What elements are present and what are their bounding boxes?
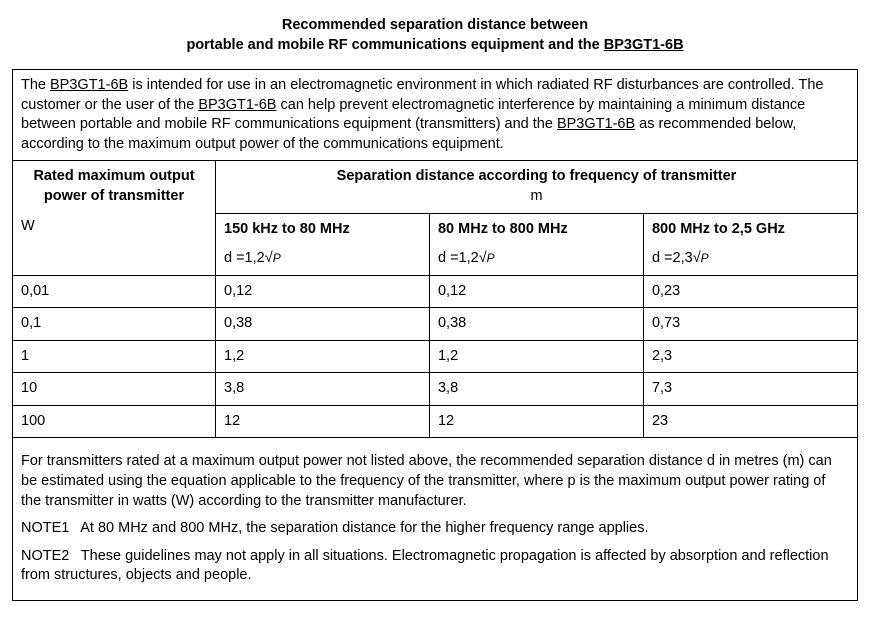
cell-d2: 0,12 [429,275,643,308]
cell-d3: 0,23 [643,275,857,308]
footer-note2: NOTE2 These guidelines may not apply in … [21,547,849,586]
cell-d1: 0,38 [216,308,430,341]
formula3-pre: d =2,3 [652,250,693,266]
cell-d1: 12 [216,405,430,438]
note1-label: NOTE1 [21,519,77,539]
hdr-freq1-range: 150 kHz to 80 MHz [224,220,421,240]
cell-d2: 12 [429,405,643,438]
cell-power: 10 [13,373,216,406]
cell-d2: 0,38 [429,308,643,341]
table-row: 0,01 0,12 0,12 0,23 [13,275,858,308]
intro-dev1: BP3GT1-6B [50,77,128,93]
cell-d2: 3,8 [429,373,643,406]
hdr-sep-unit: m [224,187,849,207]
cell-power: 100 [13,405,216,438]
title-line2-pre: portable and mobile RF communications eq… [186,37,603,53]
hdr-freq3-formula: d =2,3√P [652,249,849,269]
radical-3: √ [693,250,701,266]
footer-note1: NOTE1 At 80 MHz and 800 MHz, the separat… [21,519,849,539]
cell-d3: 7,3 [643,373,857,406]
hdr-freq2: 80 MHz to 800 MHz d =1,2√P [429,213,643,275]
main-table: The BP3GT1-6B is intended for use in an … [12,69,858,601]
cell-power: 0,01 [13,275,216,308]
hdr-freq2-formula: d =1,2√P [438,249,635,269]
cell-d3: 2,3 [643,340,857,373]
table-row: 1 1,2 1,2 2,3 [13,340,858,373]
title-block: Recommended separation distance between … [12,16,858,55]
table-row: 10 3,8 3,8 7,3 [13,373,858,406]
pvar-1: P [273,251,281,265]
hdr-freq1-formula: d =1,2√P [224,249,421,269]
table-row: 100 12 12 23 [13,405,858,438]
intro-dev3: BP3GT1-6B [557,116,635,132]
pvar-3: P [701,251,709,265]
hdr-power-l2: power of transmitter [44,188,184,204]
document-page: Recommended separation distance between … [0,0,870,621]
table-row: 0,1 0,38 0,38 0,73 [13,308,858,341]
formula1-pre: d =1,2 [224,250,265,266]
hdr-freq3: 800 MHz to 2,5 GHz d =2,3√P [643,213,857,275]
formula2-pre: d =1,2 [438,250,479,266]
intro-cell: The BP3GT1-6B is intended for use in an … [13,70,858,161]
radical-2: √ [479,250,487,266]
note1-text: At 80 MHz and 800 MHz, the separation di… [80,520,648,536]
cell-d1: 1,2 [216,340,430,373]
footer-cell: For transmitters rated at a maximum outp… [13,438,858,600]
cell-power: 1 [13,340,216,373]
radical-1: √ [265,250,273,266]
cell-power: 0,1 [13,308,216,341]
cell-d3: 0,73 [643,308,857,341]
footer-para: For transmitters rated at a maximum outp… [21,452,849,511]
hdr-sep: Separation distance according to frequen… [216,161,858,213]
hdr-freq3-range: 800 MHz to 2,5 GHz [652,220,849,240]
intro-dev2: BP3GT1-6B [198,97,276,113]
title-device: BP3GT1-6B [604,37,684,53]
pvar-2: P [487,251,495,265]
note2-label: NOTE2 [21,547,77,567]
hdr-sep-l1: Separation distance according to frequen… [337,168,737,184]
hdr-freq2-range: 80 MHz to 800 MHz [438,220,635,240]
cell-d1: 3,8 [216,373,430,406]
intro-p1-pre: The [21,77,50,93]
hdr-power-l1: Rated maximum output [33,168,194,184]
hdr-power: Rated maximum output power of transmitte… [13,161,216,275]
cell-d2: 1,2 [429,340,643,373]
cell-d1: 0,12 [216,275,430,308]
hdr-power-unit: W [21,217,207,237]
title-line1: Recommended separation distance between [282,17,588,33]
note2-text: These guidelines may not apply in all si… [21,548,829,584]
hdr-freq1: 150 kHz to 80 MHz d =1,2√P [216,213,430,275]
cell-d3: 23 [643,405,857,438]
